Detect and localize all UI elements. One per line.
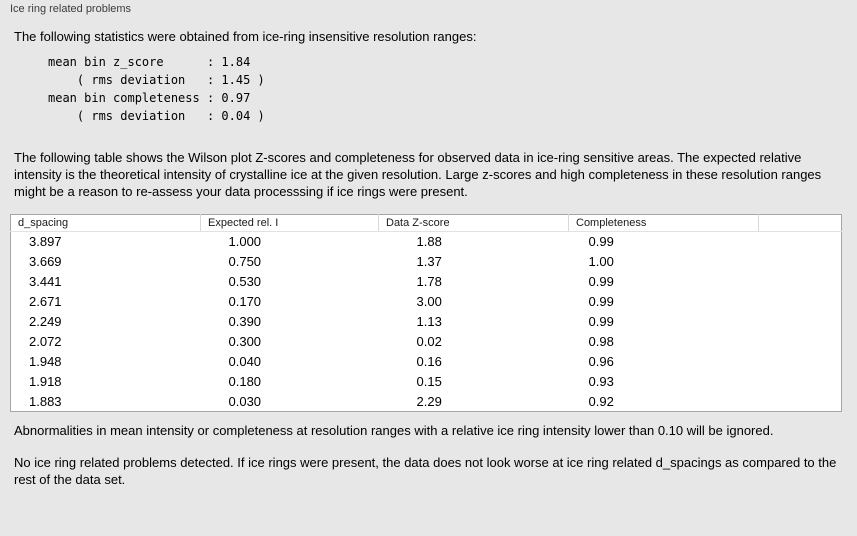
cell-d-spacing: 3.897	[29, 234, 62, 250]
table-row[interactable]: 2.072 0.300 0.02 0.98	[11, 332, 842, 352]
cell-expected-rel-i: 0.030	[228, 393, 262, 409]
table-row[interactable]: 2.671 0.170 3.00 0.99	[11, 292, 842, 312]
cell-completeness: 1.00	[588, 254, 614, 269]
table-row[interactable]: 3.669 0.750 1.37 1.00	[11, 252, 842, 272]
cell-data-z-score: 2.29	[416, 393, 442, 409]
cell-d-spacing: 3.669	[29, 254, 62, 269]
col-header-filler	[758, 214, 842, 232]
col-header-completeness[interactable]: Completeness	[568, 214, 759, 232]
cell-d-spacing: 2.072	[29, 334, 62, 349]
table-row[interactable]: 2.249 0.390 1.13 0.99	[11, 312, 842, 332]
table-row[interactable]: 3.441 0.530 1.78 0.99	[11, 272, 842, 292]
cell-data-z-score: 3.00	[416, 294, 442, 309]
cell-completeness: 0.98	[588, 334, 614, 349]
col-header-d-spacing[interactable]: d_spacing	[10, 214, 201, 232]
cell-data-z-score: 0.16	[416, 354, 442, 369]
cell-completeness: 0.99	[588, 314, 614, 329]
ice-ring-table[interactable]: d_spacing Expected rel. I Data Z-score C…	[10, 214, 842, 412]
col-header-expected-rel-i[interactable]: Expected rel. I	[200, 214, 379, 232]
cell-data-z-score: 1.37	[416, 254, 442, 269]
cell-data-z-score: 1.13	[416, 314, 442, 329]
cell-completeness: 0.99	[588, 294, 614, 309]
cell-completeness: 0.92	[588, 393, 614, 409]
panel-content: The following statistics were obtained f…	[0, 28, 857, 488]
cell-d-spacing: 1.883	[29, 393, 62, 409]
cell-completeness: 0.99	[588, 274, 614, 289]
table-header-row: d_spacing Expected rel. I Data Z-score C…	[10, 214, 842, 232]
table-row[interactable]: 1.948 0.040 0.16 0.96	[11, 352, 842, 372]
cell-d-spacing: 1.918	[29, 374, 62, 389]
cell-expected-rel-i: 0.040	[228, 354, 262, 369]
cell-d-spacing: 2.249	[29, 314, 62, 329]
footnote-result: No ice ring related problems detected. I…	[14, 455, 837, 487]
cell-expected-rel-i: 1.000	[228, 234, 262, 250]
cell-expected-rel-i: 0.170	[228, 294, 262, 309]
cell-completeness: 0.93	[588, 374, 614, 389]
stats-block: mean bin z_score : 1.84 ( rms deviation …	[48, 55, 265, 123]
table-row[interactable]: 1.918 0.180 0.15 0.93	[11, 372, 842, 392]
panel-title: Ice ring related problems	[10, 3, 132, 15]
table-description: The following table shows the Wilson plo…	[14, 150, 822, 199]
cell-d-spacing: 1.948	[29, 354, 62, 369]
cell-expected-rel-i: 0.750	[228, 254, 262, 269]
cell-data-z-score: 1.88	[416, 234, 442, 250]
cell-expected-rel-i: 0.180	[228, 374, 262, 389]
cell-completeness: 0.99	[588, 234, 614, 250]
footnote-ignore-threshold: Abnormalities in mean intensity or compl…	[14, 423, 774, 438]
table-row[interactable]: 1.883 0.030 2.29 0.92	[11, 392, 842, 412]
col-header-data-z-score[interactable]: Data Z-score	[378, 214, 569, 232]
cell-expected-rel-i: 0.390	[228, 314, 262, 329]
cell-d-spacing: 2.671	[29, 294, 62, 309]
cell-completeness: 0.96	[588, 354, 614, 369]
intro-text: The following statistics were obtained f…	[14, 29, 477, 44]
table-row[interactable]: 3.897 1.000 1.88 0.99	[11, 232, 842, 252]
cell-expected-rel-i: 0.530	[228, 274, 262, 289]
cell-expected-rel-i: 0.300	[228, 334, 262, 349]
cell-data-z-score: 0.15	[416, 374, 442, 389]
cell-d-spacing: 3.441	[29, 274, 62, 289]
cell-data-z-score: 0.02	[416, 334, 442, 349]
cell-data-z-score: 1.78	[416, 274, 442, 289]
